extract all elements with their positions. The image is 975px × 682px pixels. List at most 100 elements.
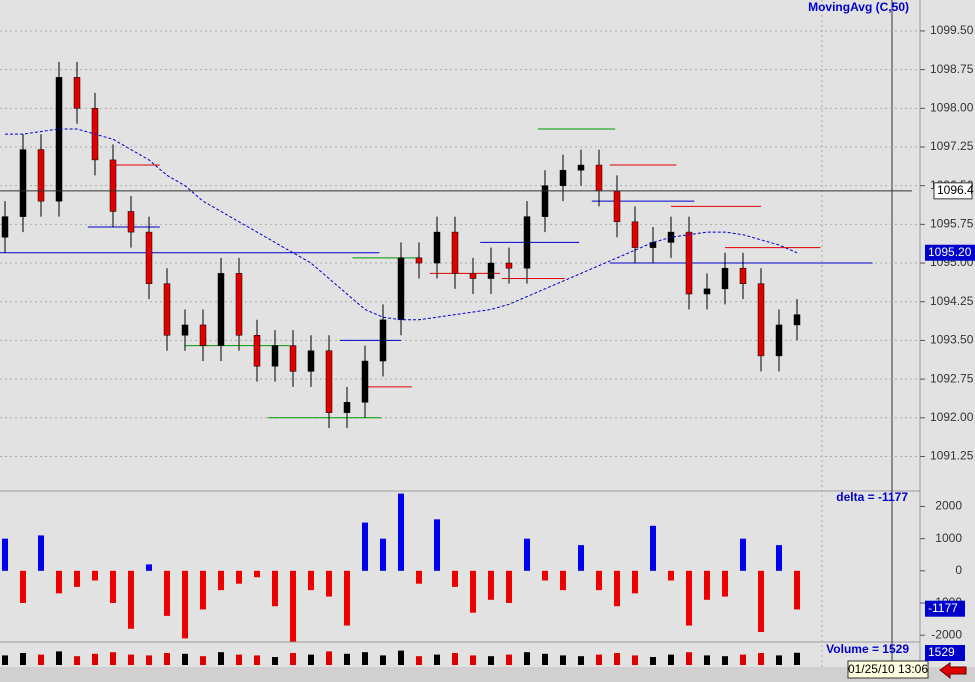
bar	[704, 655, 710, 665]
bar	[470, 570, 476, 613]
bar	[434, 519, 440, 571]
bar	[398, 493, 404, 571]
candle-body	[613, 190, 621, 223]
candle-body	[595, 164, 603, 192]
bar	[200, 570, 206, 610]
last-value-tag	[925, 645, 965, 661]
candle-body	[361, 360, 369, 403]
candle-body	[289, 345, 297, 372]
bar	[470, 655, 476, 665]
y-tick-label: 1098.00	[930, 100, 974, 114]
bar	[20, 570, 26, 603]
candle-body	[703, 288, 711, 295]
candle-body	[415, 257, 423, 264]
candle-body	[631, 221, 639, 248]
y-tick-label: 1097.25	[930, 139, 974, 153]
moving-average	[5, 128, 798, 321]
candle-body	[487, 262, 495, 279]
candle-body	[433, 231, 441, 264]
candle-body	[199, 324, 207, 346]
bar	[290, 653, 296, 665]
bar	[254, 570, 260, 578]
bar	[164, 570, 170, 616]
bar	[740, 654, 746, 665]
candle-body	[217, 273, 225, 346]
bar	[362, 652, 368, 665]
bar	[578, 656, 584, 665]
bar	[74, 570, 80, 587]
bar	[596, 654, 602, 665]
bar	[668, 570, 674, 581]
bar	[686, 652, 692, 665]
last-value-tag	[925, 600, 965, 617]
delta-title: delta = -1177	[836, 490, 908, 504]
bar	[650, 657, 656, 665]
candle-body	[649, 242, 657, 248]
bar	[452, 653, 458, 665]
bar	[110, 570, 116, 603]
bar	[722, 570, 728, 597]
bar	[416, 656, 422, 665]
bar	[488, 656, 494, 665]
y-tick-label: 1093.50	[930, 333, 974, 347]
bar	[722, 656, 728, 665]
crosshair-label: 1096.4	[937, 183, 974, 197]
cursor-time-box	[847, 660, 929, 679]
candle-body	[505, 262, 513, 269]
bar	[200, 656, 206, 665]
candle-body	[541, 185, 549, 217]
bar	[272, 570, 278, 607]
bar	[20, 653, 26, 665]
bar	[542, 653, 548, 665]
cursor-time: 01/25/10 13:06	[848, 662, 928, 676]
scroll-arrow[interactable]	[939, 662, 967, 680]
bar	[776, 655, 782, 665]
bar	[92, 653, 98, 665]
bar	[596, 570, 602, 591]
bar	[38, 654, 44, 665]
bar	[74, 656, 80, 665]
bar	[560, 655, 566, 665]
bar	[218, 570, 224, 591]
candle-body	[343, 402, 351, 413]
bar	[56, 570, 62, 594]
bar	[326, 651, 332, 665]
bar	[758, 570, 764, 632]
bar	[740, 538, 746, 571]
bar	[362, 522, 368, 571]
bar	[290, 570, 296, 642]
candle-body	[163, 283, 171, 336]
bar	[488, 570, 494, 600]
bar	[326, 570, 332, 597]
y-tick-label: 1094.25	[930, 294, 974, 308]
bar	[272, 657, 278, 665]
bar	[668, 654, 674, 665]
bar	[146, 564, 152, 571]
y-tick-label: 1000	[935, 531, 962, 545]
candle-body	[19, 149, 27, 217]
bar	[794, 570, 800, 610]
bar	[506, 570, 512, 603]
candle-body	[775, 324, 783, 357]
candle-body	[271, 345, 279, 367]
candle-body	[73, 77, 81, 109]
bar	[578, 545, 584, 571]
bar	[92, 570, 98, 581]
bar	[632, 655, 638, 665]
last-price-label: 1095.20	[928, 245, 972, 259]
bar	[146, 655, 152, 665]
candle-body	[757, 283, 765, 357]
candle-body	[397, 257, 405, 321]
bar	[686, 570, 692, 626]
candle-body	[793, 314, 801, 326]
candle-body	[37, 149, 45, 202]
y-tick-label: 1099.50	[930, 23, 974, 37]
candle-body	[685, 231, 693, 295]
y-tick-label: -2000	[931, 627, 962, 641]
bar	[344, 570, 350, 626]
bar	[794, 652, 800, 665]
bar	[308, 570, 314, 591]
last-value-label: -1177	[928, 601, 958, 615]
